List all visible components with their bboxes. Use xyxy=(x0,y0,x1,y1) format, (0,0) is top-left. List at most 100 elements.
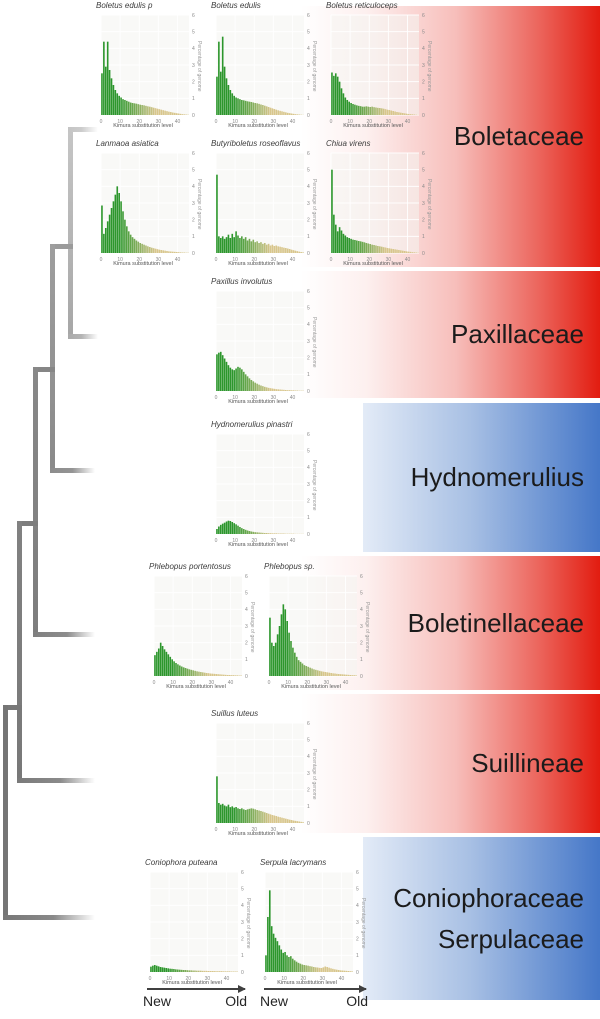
histogram-boletus-edulis: Boletus edulis 0 1 2 3 4 5 6 0 10 20 30 40 Percenta… xyxy=(211,0,319,136)
x-axis-label: Kimura substitution level xyxy=(166,684,226,690)
time-axis-right: New Old xyxy=(260,985,368,1019)
band-hydnomerulius: Hydnomerulius xyxy=(363,403,600,552)
svg-text:40: 40 xyxy=(290,538,296,542)
svg-text:30: 30 xyxy=(271,257,277,261)
svg-text:0: 0 xyxy=(307,113,310,119)
svg-text:20: 20 xyxy=(252,119,258,123)
svg-text:3: 3 xyxy=(422,201,425,207)
histogram-butyriboletus-roseoflavus: Butyriboletus roseoflavus 0 1 2 3 4 5 6 0 10 20 30… xyxy=(211,138,319,274)
chart-title: Suillus luteus xyxy=(211,709,259,718)
svg-text:3: 3 xyxy=(245,624,248,630)
svg-text:40: 40 xyxy=(290,827,296,831)
y-axis-label: Percentage of genome xyxy=(196,178,202,230)
svg-text:4: 4 xyxy=(360,607,363,613)
svg-text:2: 2 xyxy=(307,499,310,505)
tree-branch-vertical-boletaceae-paxillaceae xyxy=(68,127,73,339)
histogram-plot: 0 1 2 3 4 5 6 0 10 20 30 40 xyxy=(100,13,195,123)
svg-text:6: 6 xyxy=(192,151,195,157)
svg-text:0: 0 xyxy=(307,821,310,827)
histogram-plot: 0 1 2 3 4 5 6 0 10 20 30 40 xyxy=(268,574,363,684)
histogram-plot: 0 1 2 3 4 5 6 0 10 20 30 40 xyxy=(100,151,195,261)
svg-text:0: 0 xyxy=(215,257,218,261)
svg-text:0: 0 xyxy=(307,251,310,257)
svg-text:5: 5 xyxy=(192,168,195,174)
tree-branch-vertical-root xyxy=(3,705,8,920)
histogram-coniophora-puteana: Coniophora puteana 0 1 2 3 4 5 6 0 10 20 30 40 Perc… xyxy=(145,857,253,993)
histogram-plot: 0 1 2 3 4 5 6 0 10 20 30 40 xyxy=(153,574,248,684)
svg-text:3: 3 xyxy=(307,339,310,345)
svg-text:40: 40 xyxy=(175,257,181,261)
svg-text:6: 6 xyxy=(307,432,310,438)
band-label-line1: Coniophoraceae xyxy=(393,882,584,913)
time-label-old: Old xyxy=(346,993,368,1009)
svg-text:2: 2 xyxy=(241,937,244,943)
y-axis-label: Percentage of genome xyxy=(311,459,317,511)
svg-text:1: 1 xyxy=(192,96,195,102)
histogram-plot: 0 1 2 3 4 5 6 0 10 20 30 40 xyxy=(215,13,310,123)
svg-text:40: 40 xyxy=(290,257,296,261)
band-label-coniophoraceae-serpulaceae: Coniophoraceae Serpulaceae xyxy=(393,878,600,960)
svg-text:30: 30 xyxy=(320,976,326,980)
time-label-new: New xyxy=(143,993,172,1009)
svg-text:1: 1 xyxy=(241,953,244,959)
svg-text:1: 1 xyxy=(192,234,195,240)
svg-text:1: 1 xyxy=(356,953,359,959)
band-label-boletaceae: Boletaceae xyxy=(453,121,584,151)
svg-text:10: 10 xyxy=(281,976,287,980)
svg-text:6: 6 xyxy=(245,574,248,580)
histogram-paxillus-involutus: Paxillus involutus 0 1 2 3 4 5 6 0 10 20 30 40 Perc… xyxy=(211,276,319,412)
svg-text:40: 40 xyxy=(290,395,296,399)
svg-text:0: 0 xyxy=(245,674,248,680)
svg-text:2: 2 xyxy=(356,937,359,943)
svg-text:4: 4 xyxy=(307,465,310,471)
svg-text:3: 3 xyxy=(241,920,244,926)
histogram-plot: 0 1 2 3 4 5 6 0 10 20 30 40 xyxy=(330,151,425,261)
svg-text:5: 5 xyxy=(241,887,244,893)
svg-text:1: 1 xyxy=(360,657,363,663)
x-axis-label: Kimura substitution level xyxy=(343,261,403,267)
tree-tip-coniophoraceae-serpulaceae xyxy=(3,915,95,920)
histogram-suillus-luteus: Suillus luteus 0 1 2 3 4 5 6 0 10 20 30 40 Percenta… xyxy=(211,708,319,844)
tree-tip-paxillaceae xyxy=(68,334,98,339)
svg-text:1: 1 xyxy=(307,234,310,240)
svg-text:0: 0 xyxy=(241,970,244,976)
y-axis-label: Percentage of genome xyxy=(311,178,317,230)
tree-tip-boletinellaceae xyxy=(33,632,95,637)
svg-text:0: 0 xyxy=(100,119,103,123)
band-label-line2: Serpulaceae xyxy=(438,923,584,954)
svg-text:2: 2 xyxy=(192,218,195,224)
svg-text:4: 4 xyxy=(192,46,195,52)
chart-title: Boletus reticuloceps xyxy=(326,1,398,10)
tree-branch-horizontal-node-b xyxy=(33,367,55,372)
svg-text:2: 2 xyxy=(422,218,425,224)
svg-text:4: 4 xyxy=(245,607,248,613)
histogram-phlebopus-portentosus: Phlebopus portentosus 0 1 2 3 4 5 6 0 10 20 30 40 P… xyxy=(149,561,257,697)
svg-text:3: 3 xyxy=(192,63,195,69)
svg-text:2: 2 xyxy=(307,356,310,362)
x-axis-label: Kimura substitution level xyxy=(113,123,173,129)
svg-text:5: 5 xyxy=(307,306,310,312)
svg-text:5: 5 xyxy=(307,168,310,174)
svg-text:0: 0 xyxy=(268,680,271,684)
band-label-hydnomerulius: Hydnomerulius xyxy=(410,462,584,492)
svg-text:2: 2 xyxy=(360,641,363,647)
svg-text:40: 40 xyxy=(339,976,345,980)
svg-text:2: 2 xyxy=(422,80,425,86)
x-axis-label: Kimura substitution level xyxy=(228,123,288,129)
chart-title: Boletus edulis xyxy=(211,1,261,10)
svg-text:4: 4 xyxy=(422,184,425,190)
svg-text:30: 30 xyxy=(386,119,392,123)
svg-text:40: 40 xyxy=(290,119,296,123)
svg-text:40: 40 xyxy=(405,119,411,123)
y-axis-label: Percentage of genome xyxy=(249,601,255,653)
svg-text:40: 40 xyxy=(343,680,349,684)
svg-text:30: 30 xyxy=(271,395,277,399)
svg-text:1: 1 xyxy=(422,96,425,102)
y-axis-label: Percentage of genome xyxy=(426,178,432,230)
svg-text:0: 0 xyxy=(307,389,310,395)
svg-text:20: 20 xyxy=(252,538,258,542)
svg-text:4: 4 xyxy=(307,46,310,52)
svg-text:30: 30 xyxy=(271,827,277,831)
svg-text:30: 30 xyxy=(156,257,162,261)
svg-text:0: 0 xyxy=(264,976,267,980)
